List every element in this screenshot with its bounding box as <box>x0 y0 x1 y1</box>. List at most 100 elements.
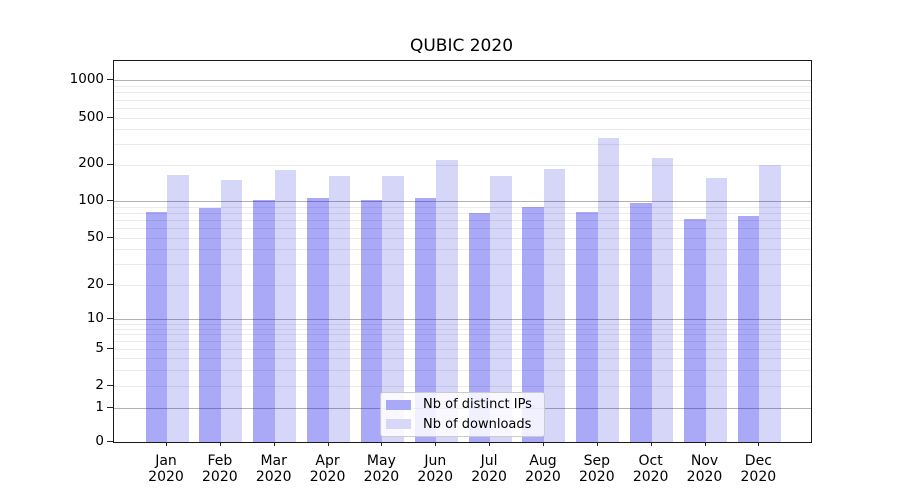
legend-label-downloads: Nb of downloads <box>423 416 532 432</box>
minor-gridline <box>114 285 811 286</box>
bar-downloads-oct <box>651 157 674 442</box>
bar-downloads-mar <box>274 170 297 442</box>
bar-downloads-jan <box>167 174 189 442</box>
x-tick-label: Jul 2020 <box>471 453 507 485</box>
minor-gridline <box>114 341 811 343</box>
y-tick-label: 200 <box>78 155 104 171</box>
y-tick <box>107 318 113 319</box>
bar-distinct-ips-jan <box>145 211 167 442</box>
x-tick-label: May 2020 <box>363 453 400 485</box>
minor-gridline <box>114 228 811 230</box>
legend-item-downloads: Nb of downloads <box>386 417 544 432</box>
y-tick <box>107 163 113 165</box>
x-tick-label: Aug 2020 <box>525 453 561 485</box>
legend: Nb of distinct IPs Nb of downloads <box>380 392 545 437</box>
bar-distinct-ips-may <box>360 199 383 442</box>
legend-swatch-downloads-icon <box>386 419 411 430</box>
y-tick-label: 2 <box>95 376 104 393</box>
x-tick-label: Jun 2020 <box>417 453 454 485</box>
chart-title: QUBIC 2020 <box>409 36 514 56</box>
bar-downloads-dec <box>759 164 781 442</box>
x-tick-label: Jan 2020 <box>148 453 184 485</box>
bar-downloads-nov <box>705 177 727 442</box>
x-tick <box>273 442 275 446</box>
y-tick <box>107 441 113 442</box>
x-tick <box>542 442 544 446</box>
y-tick <box>107 117 113 118</box>
y-tick-label: 0 <box>95 432 104 449</box>
legend-item-distinct-ips: Nb of distinct IPs <box>386 397 544 412</box>
y-tick <box>107 200 113 201</box>
minor-gridline <box>114 143 811 145</box>
bar-distinct-ips-feb <box>199 207 221 442</box>
bar-downloads-apr <box>328 175 351 442</box>
minor-gridline <box>114 220 811 222</box>
bar-downloads-may <box>382 175 404 442</box>
minor-gridline <box>114 118 811 119</box>
x-tick-label: Mar 2020 <box>255 453 292 485</box>
minor-gridline <box>114 349 811 350</box>
y-tick-label: 500 <box>78 108 104 125</box>
major-gridline <box>114 80 811 81</box>
y-tick-label: 1000 <box>69 70 104 87</box>
minor-gridline <box>114 92 811 94</box>
x-tick <box>596 442 598 446</box>
minor-gridline <box>114 212 811 214</box>
bar-distinct-ips-sep <box>576 212 598 442</box>
y-tick-label: 1 <box>95 398 104 415</box>
minor-gridline <box>114 328 811 330</box>
x-tick <box>650 442 652 446</box>
bar-downloads-sep <box>597 137 620 442</box>
x-tick <box>381 442 383 446</box>
bar-distinct-ips-aug <box>522 206 544 442</box>
x-tick-label: Sep 2020 <box>578 453 615 485</box>
x-tick <box>704 442 706 446</box>
bar-distinct-ips-oct <box>630 203 652 442</box>
x-tick-label: Oct 2020 <box>632 453 669 485</box>
bar-distinct-ips-apr <box>307 197 329 442</box>
x-tick-label: Nov 2020 <box>686 453 723 485</box>
bar-distinct-ips-jun <box>414 197 437 442</box>
bar-downloads-jun <box>436 159 458 442</box>
minor-gridline <box>114 386 811 387</box>
bar-downloads-jul <box>490 176 512 442</box>
y-tick-label: 50 <box>86 228 104 245</box>
minor-gridline <box>114 85 811 87</box>
minor-gridline <box>114 164 811 166</box>
y-tick-label: 5 <box>95 339 104 356</box>
minor-gridline <box>114 238 811 239</box>
minor-gridline <box>114 358 811 359</box>
x-tick <box>219 442 221 446</box>
y-tick <box>107 385 113 386</box>
x-tick <box>489 442 491 446</box>
bar-distinct-ips-nov <box>684 218 706 442</box>
major-gridline <box>114 201 811 202</box>
y-tick <box>107 348 113 349</box>
y-tick-label: 10 <box>86 309 104 326</box>
minor-gridline <box>114 129 811 131</box>
major-gridline <box>114 319 811 320</box>
x-tick <box>166 442 167 446</box>
y-tick-label: 20 <box>86 275 104 292</box>
x-tick-label: Dec 2020 <box>740 453 777 485</box>
x-tick-label: Apr 2020 <box>309 453 346 485</box>
minor-gridline <box>114 206 811 208</box>
x-tick <box>758 442 760 446</box>
y-tick <box>107 237 113 238</box>
minor-gridline <box>114 369 811 371</box>
y-tick <box>107 79 113 80</box>
minor-gridline <box>114 108 811 109</box>
x-tick <box>327 442 329 446</box>
bar-distinct-ips-mar <box>253 199 275 442</box>
minor-gridline <box>114 249 811 251</box>
bar-downloads-feb <box>220 179 243 442</box>
x-tick-label: Feb 2020 <box>202 453 238 485</box>
minor-gridline <box>114 99 811 101</box>
minor-gridline <box>114 323 811 325</box>
bar-distinct-ips-dec <box>737 216 760 442</box>
plot-area <box>113 60 812 443</box>
x-tick <box>435 442 437 446</box>
minor-gridline <box>114 334 811 336</box>
y-tick-label: 100 <box>78 191 104 208</box>
